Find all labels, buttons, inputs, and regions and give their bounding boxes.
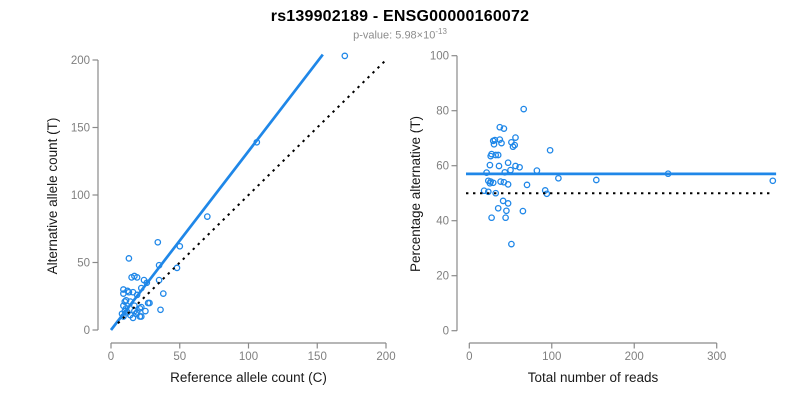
data-point — [592, 176, 600, 184]
data-point — [502, 214, 509, 222]
x-tick-label: 150 — [308, 351, 327, 363]
data-point — [144, 299, 152, 307]
data-point — [519, 207, 527, 215]
data-point — [512, 134, 519, 141]
data-point — [137, 303, 145, 311]
y-tick-label: 80 — [436, 106, 449, 118]
data-point — [546, 146, 554, 154]
data-point — [512, 162, 519, 170]
x-tick-label: 200 — [625, 351, 644, 363]
right-y-axis-title: Percentage alternative (T) — [408, 116, 423, 272]
data-point — [509, 143, 517, 151]
y-tick-label: 60 — [436, 161, 449, 173]
data-point — [484, 188, 492, 196]
y-tick-label: 100 — [430, 51, 449, 63]
x-tick-label: 50 — [173, 351, 186, 363]
y-tick-label: 0 — [443, 326, 449, 338]
x-tick-label: 0 — [108, 351, 114, 363]
data-point — [154, 238, 162, 246]
data-point — [489, 179, 497, 187]
data-point — [516, 163, 523, 171]
subtitle-exponent: -13 — [435, 27, 447, 36]
data-point — [157, 306, 164, 314]
data-point — [769, 177, 777, 185]
data-point — [508, 240, 515, 248]
data-point — [504, 200, 512, 207]
identity-line — [117, 57, 389, 325]
x-tick-label: 100 — [542, 351, 561, 363]
data-point — [499, 197, 507, 205]
data-point — [173, 264, 181, 272]
data-point — [488, 214, 495, 222]
data-point — [480, 187, 488, 195]
data-point — [503, 207, 510, 215]
subtitle-text: p-value: 5.98×10 — [353, 29, 436, 42]
fit-line — [109, 53, 324, 331]
y-tick-label: 150 — [71, 123, 90, 135]
data-point — [492, 189, 500, 197]
data-point — [122, 296, 130, 304]
data-point — [500, 125, 508, 132]
data-point — [490, 140, 498, 148]
data-point — [486, 161, 494, 169]
figure-subtitle: p-value: 5.98×10-13 — [0, 27, 800, 42]
data-point — [176, 242, 184, 250]
data-point — [497, 178, 504, 185]
x-tick-label: 100 — [239, 351, 258, 363]
right-x-axis-title: Total number of reads — [528, 370, 659, 385]
data-point — [504, 159, 512, 167]
x-tick-label: 0 — [466, 351, 472, 363]
data-point — [495, 162, 503, 170]
figure-title: rs139902189 - ENSG00000160072 — [270, 8, 530, 25]
x-tick-label: 300 — [707, 351, 726, 363]
data-point — [129, 288, 137, 296]
data-point — [504, 181, 512, 188]
y-tick-label: 20 — [436, 271, 449, 283]
data-point — [496, 123, 504, 131]
data-point — [159, 290, 167, 297]
data-point — [120, 290, 127, 297]
data-point — [120, 286, 127, 293]
data-point — [133, 274, 141, 281]
data-point — [498, 139, 505, 147]
left-x-axis-title: Reference allele count (C) — [170, 370, 327, 385]
data-point — [142, 307, 149, 315]
data-point — [555, 174, 562, 182]
data-point — [533, 167, 541, 174]
data-point — [520, 105, 528, 113]
data-point — [203, 213, 211, 220]
data-point — [511, 141, 519, 149]
data-point — [496, 136, 504, 143]
data-point — [487, 152, 495, 160]
y-tick-label: 50 — [77, 258, 90, 270]
y-tick-label: 200 — [71, 55, 90, 67]
data-point — [486, 179, 494, 187]
data-point — [489, 137, 497, 145]
data-point — [494, 204, 502, 212]
y-tick-label: 0 — [84, 325, 90, 337]
left-plot: Reference allele count (C) Alternative a… — [45, 52, 396, 385]
data-point — [125, 255, 133, 262]
right-plot: Total number of reads Percentage alterna… — [408, 51, 777, 385]
data-point — [341, 52, 349, 60]
x-tick-label: 200 — [376, 351, 395, 363]
data-point — [523, 181, 531, 189]
data-point — [494, 151, 502, 159]
data-point — [132, 310, 140, 318]
y-tick-label: 40 — [436, 216, 449, 228]
left-y-axis-title: Alternative allele count (T) — [45, 118, 60, 275]
y-tick-label: 100 — [71, 190, 90, 202]
data-point — [507, 166, 514, 174]
